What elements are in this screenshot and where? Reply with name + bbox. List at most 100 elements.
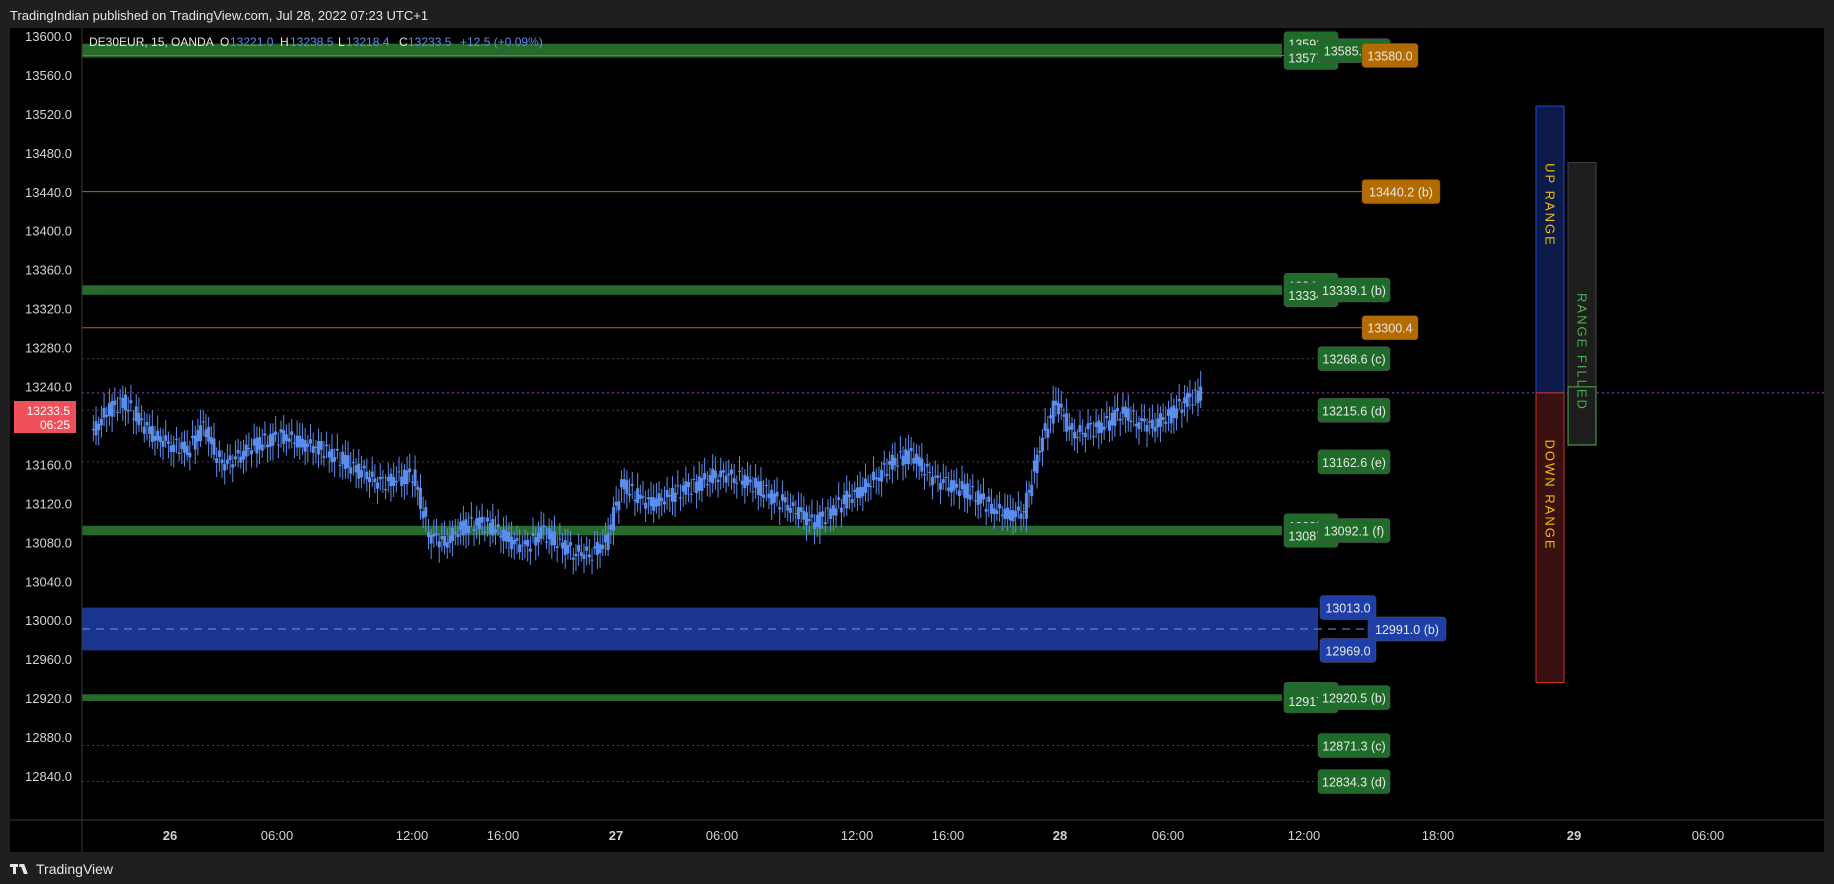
level-label: 13580.0 xyxy=(1367,49,1412,63)
candle-body xyxy=(711,468,715,484)
legend-open-label: O xyxy=(220,35,229,49)
time-axis: 26 06:00 12:00 16:00 27 06:00 12:00 16:00 28 06:0… xyxy=(10,819,1824,843)
candle-body xyxy=(292,442,296,444)
price-tick-label: 13120.0 xyxy=(25,496,72,511)
candle-body xyxy=(847,494,851,498)
candle-body xyxy=(1094,422,1098,427)
candles xyxy=(91,371,1203,575)
candle-body xyxy=(968,494,972,500)
candle-body xyxy=(432,533,436,537)
price-tick-label: 12840.0 xyxy=(25,769,72,784)
candle-body xyxy=(1078,425,1082,433)
publish-header: TradingIndian published on TradingView.c… xyxy=(0,0,1834,30)
time-tick-label: 06:00 xyxy=(706,828,739,843)
candle-body xyxy=(751,491,755,493)
candle-body xyxy=(512,540,516,545)
candle-body xyxy=(534,536,538,546)
candle-body xyxy=(357,463,361,479)
candle-body xyxy=(654,498,658,507)
candle-body xyxy=(1019,513,1023,519)
candle-body xyxy=(555,546,559,549)
candle-body xyxy=(1040,437,1044,452)
candle-body xyxy=(225,459,229,464)
candle-body xyxy=(802,510,806,520)
price-tick-label: 13480.0 xyxy=(25,146,72,161)
candle-body xyxy=(494,529,498,533)
candle-body xyxy=(1185,393,1189,407)
candle-body xyxy=(172,444,176,453)
candle-body xyxy=(1166,409,1170,416)
candle-body xyxy=(531,533,535,537)
price-tick-label: 12960.0 xyxy=(25,652,72,667)
candle-body xyxy=(333,457,337,462)
candle-body xyxy=(1110,412,1114,426)
candle-body xyxy=(1177,398,1181,402)
candle-body xyxy=(759,481,763,496)
candle-body xyxy=(826,507,830,509)
candle-body xyxy=(566,545,570,554)
candle-body xyxy=(1049,415,1053,419)
candle-body xyxy=(1027,490,1031,493)
candle-body xyxy=(984,508,988,512)
candle-body xyxy=(421,511,425,519)
candle-body xyxy=(469,517,473,519)
candle-body xyxy=(268,434,272,447)
candle-body xyxy=(813,522,817,530)
candle-body xyxy=(201,421,205,423)
candle-body xyxy=(156,430,160,441)
candle-body xyxy=(1062,414,1066,417)
candle-body xyxy=(330,448,334,463)
level-label-box xyxy=(1361,43,1419,68)
candle-body xyxy=(126,409,130,412)
candle-body xyxy=(314,447,318,449)
candle-body xyxy=(263,433,267,436)
candle-body xyxy=(901,455,905,466)
candle-body xyxy=(724,475,728,483)
candle-body xyxy=(394,480,398,483)
candle-body xyxy=(207,427,211,442)
candle-body xyxy=(461,520,465,536)
candle-body xyxy=(896,465,900,467)
candle-body xyxy=(485,517,489,522)
candle-body xyxy=(539,527,543,539)
level-zones xyxy=(82,43,1366,783)
candle-body xyxy=(148,426,152,434)
price-tick-label: 13320.0 xyxy=(25,302,72,317)
candle-body xyxy=(129,400,133,404)
legend-open: 13221.0 xyxy=(230,35,274,49)
candle-body xyxy=(507,532,511,542)
level-label: 12991.0 (b) xyxy=(1375,623,1439,637)
candle-body xyxy=(113,400,117,405)
brand-name: TradingView xyxy=(36,861,114,877)
candle-body xyxy=(563,540,567,555)
candle-body xyxy=(668,495,672,497)
candle-body xyxy=(936,475,940,478)
candle-body xyxy=(963,484,967,498)
candle-body xyxy=(598,544,602,554)
green-zone-band xyxy=(82,525,1282,536)
tradingview-logo[interactable]: TradingView xyxy=(10,861,113,877)
candle-body xyxy=(1097,420,1101,434)
candle-body xyxy=(638,494,642,499)
candle-body xyxy=(732,478,736,483)
candle-body xyxy=(271,433,275,446)
candle-body xyxy=(601,544,605,550)
candle-body xyxy=(1183,397,1187,404)
candle-body xyxy=(191,435,195,439)
candle-body xyxy=(1108,420,1111,431)
candle-body xyxy=(518,544,522,553)
candle-body xyxy=(695,481,699,494)
candle-body xyxy=(823,522,827,525)
candle-body xyxy=(914,453,918,464)
candle-body xyxy=(1089,423,1093,425)
candle-body xyxy=(850,499,854,504)
chart-frame[interactable] xyxy=(10,28,1824,852)
candle-body xyxy=(807,518,811,522)
level-label: 13013.0 xyxy=(1325,602,1370,616)
candle-body xyxy=(990,503,994,514)
candle-body xyxy=(1065,413,1069,432)
candle-body xyxy=(713,470,717,479)
candle-body xyxy=(939,482,943,490)
level-label-box xyxy=(1317,518,1391,543)
